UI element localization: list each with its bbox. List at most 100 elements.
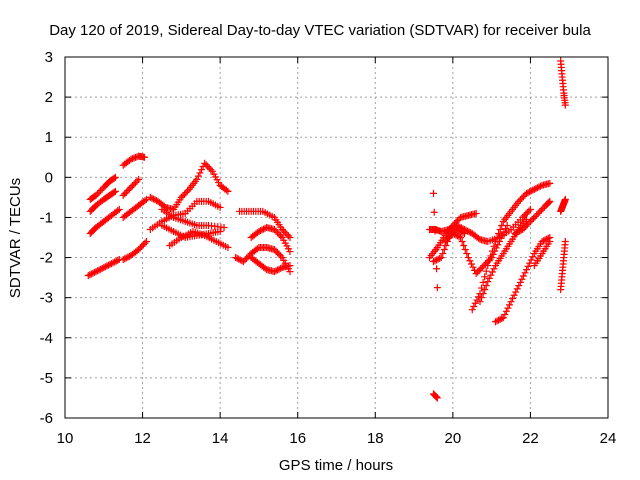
- data-point: [430, 208, 438, 216]
- y-tick-label: -4: [40, 330, 53, 347]
- y-axis-label: SDTVAR / TECUs: [7, 178, 24, 298]
- data-point: [146, 193, 154, 201]
- data-point: [516, 278, 524, 286]
- data-point: [482, 282, 490, 290]
- data-point: [453, 221, 461, 229]
- chart-title: Day 120 of 2019, Sidereal Day-to-day VTE…: [49, 22, 591, 39]
- y-tick-label: -5: [40, 370, 53, 387]
- data-point: [277, 232, 285, 240]
- data-point: [127, 155, 135, 163]
- data-point: [177, 193, 185, 201]
- data-point: [539, 205, 547, 213]
- data-point: [505, 301, 513, 309]
- data-point: [141, 239, 149, 247]
- data-point: [530, 214, 538, 222]
- data-point: [244, 253, 252, 261]
- data-point: [524, 262, 532, 270]
- data-point: [136, 244, 144, 252]
- data-point: [142, 238, 150, 246]
- data-point: [111, 187, 119, 195]
- data-point: [502, 307, 510, 315]
- data-point: [487, 252, 495, 260]
- data-point: [493, 234, 501, 241]
- data-point: [94, 190, 102, 198]
- data-point: [124, 187, 132, 195]
- data-point: [486, 255, 494, 263]
- data-point: [114, 256, 122, 264]
- data-point: [529, 186, 537, 194]
- data-point: [520, 212, 528, 220]
- data-point: [275, 250, 283, 258]
- data-point: [139, 241, 147, 249]
- data-point: [541, 236, 549, 244]
- data-point: [205, 164, 213, 172]
- data-point: [436, 254, 444, 262]
- data-point: [148, 194, 156, 202]
- data-point: [125, 185, 133, 193]
- data-point: [474, 268, 482, 276]
- data-point: [286, 262, 294, 270]
- data-point: [270, 246, 278, 254]
- data-point: [485, 274, 493, 282]
- data-point: [119, 191, 127, 199]
- data-point: [272, 267, 280, 275]
- data-point: [526, 205, 534, 213]
- data-point: [97, 187, 105, 195]
- data-point: [514, 228, 522, 236]
- data-point: [138, 242, 146, 250]
- data-point: [454, 232, 462, 240]
- data-point: [530, 185, 538, 193]
- data-point: [95, 188, 103, 196]
- data-point: [461, 246, 469, 254]
- axis-ticks: [64, 56, 609, 419]
- data-point: [90, 268, 98, 276]
- data-point: [440, 246, 448, 254]
- data-points: [84, 57, 569, 402]
- data-point: [135, 175, 143, 183]
- data-point: [270, 225, 278, 233]
- data-point: [130, 154, 138, 162]
- data-point: [270, 268, 278, 276]
- data-point: [121, 190, 129, 198]
- x-tick-label: 16: [289, 430, 306, 447]
- x-tick-label: 18: [367, 430, 384, 447]
- data-point: [561, 238, 569, 246]
- data-point: [534, 209, 542, 217]
- data-point: [135, 246, 143, 254]
- data-point: [468, 306, 476, 314]
- data-point: [272, 227, 280, 235]
- data-point: [431, 227, 439, 235]
- data-point: [98, 264, 106, 272]
- data-point: [497, 234, 505, 242]
- data-point: [532, 185, 540, 193]
- data-point: [100, 264, 108, 272]
- data-point: [442, 242, 450, 250]
- data-point: [239, 258, 247, 266]
- data-point: [484, 262, 492, 270]
- data-point: [198, 166, 206, 174]
- data-point: [527, 256, 535, 264]
- data-point: [253, 245, 261, 253]
- data-point: [456, 223, 464, 231]
- data-point: [433, 394, 441, 402]
- data-point: [469, 263, 477, 271]
- data-point: [220, 223, 228, 231]
- data-point: [255, 227, 263, 235]
- data-point: [526, 217, 534, 225]
- data-point: [478, 294, 486, 302]
- data-point: [216, 203, 224, 211]
- data-point: [481, 273, 489, 281]
- data-point: [106, 260, 114, 268]
- data-point: [523, 209, 531, 217]
- data-point: [94, 267, 102, 275]
- data-point: [97, 265, 105, 273]
- data-point: [529, 253, 537, 261]
- data-point: [103, 262, 111, 270]
- data-point: [286, 268, 294, 276]
- y-tick-label: -2: [40, 250, 53, 267]
- data-point: [224, 187, 232, 195]
- data-point: [536, 208, 544, 216]
- data-point: [196, 169, 204, 177]
- data-point: [515, 282, 523, 290]
- data-point: [512, 288, 520, 296]
